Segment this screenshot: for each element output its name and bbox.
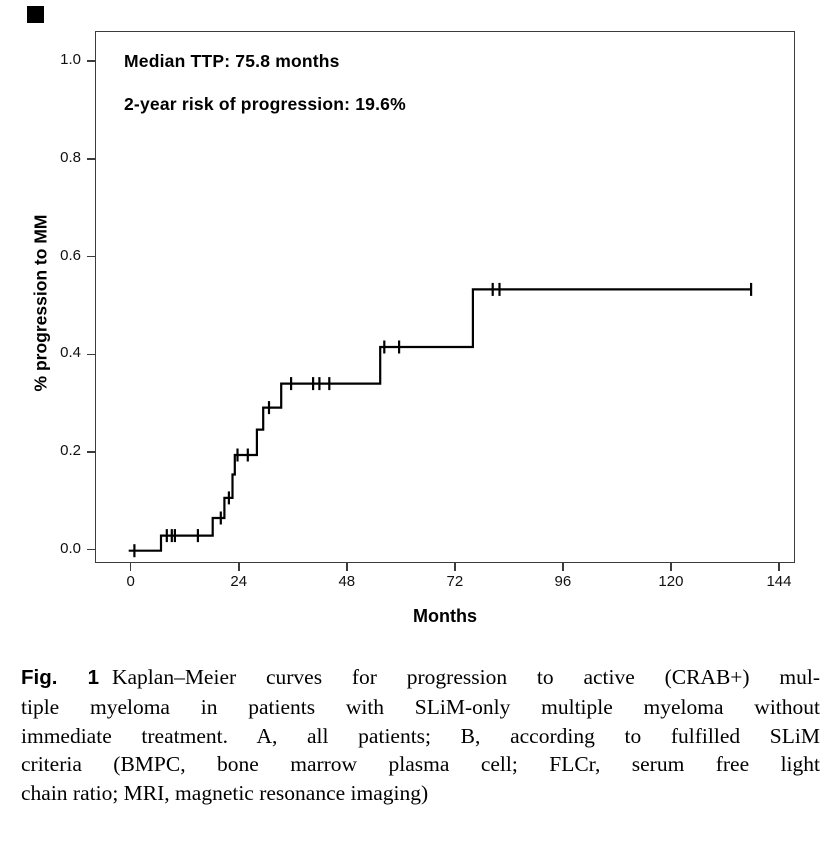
y-tick-label: 0.4 [60,344,81,362]
y-axis-title: % progression to MM [30,214,51,392]
y-tick-label: 1.0 [60,51,81,69]
caption-line: tiple myeloma in patients with SLiM-only… [21,694,820,719]
y-tick-label: 0.6 [60,246,81,264]
x-tick-mark [129,563,132,571]
figure-label: Fig. 1 [21,666,99,689]
x-tick-mark [670,563,672,571]
y-tick-label: 0.2 [60,442,81,459]
x-tick-label: 0 [126,573,135,590]
x-tick-label: 96 [554,573,572,590]
y-tick-mark [87,255,95,258]
figure-caption: Fig. 1 Kaplan–Meier curves for progressio… [21,663,820,808]
y-tick-mark [87,60,95,62]
plot-frame: Median TTP: 75.8 months 2-year risk of p… [95,31,795,563]
caption-line: immediate treatment. A, all patients; B,… [21,723,820,748]
y-tick-mark [87,353,95,356]
y-tick-label: 0.0 [60,539,81,557]
x-tick-mark [237,563,240,571]
y-tick-mark [87,158,95,160]
x-tick-mark [562,563,564,571]
panel-marker [27,6,44,23]
two-year-risk-annotation: 2-year risk of progression: 19.6% [124,94,406,114]
x-tick-label: 24 [230,573,248,590]
x-tick-label: 72 [446,573,464,590]
x-axis-title: Months [413,606,477,626]
km-curve-svg [128,282,753,558]
x-tick-label: 48 [338,573,356,590]
x-tick-mark [778,563,780,571]
x-tick-label: 120 [658,573,684,590]
x-tick-label: 144 [766,573,792,590]
y-tick-mark [87,548,95,551]
caption-line: chain ratio; MRI, magnetic resonance ima… [21,781,429,806]
y-tick-label: 0.8 [60,148,81,166]
caption-line: criteria (BMPC, bone marrow plasma cell;… [21,752,820,777]
y-tick-mark [87,451,95,453]
caption-text: Kaplan–Meier curves for progression to a… [111,665,820,689]
x-tick-mark [454,563,456,571]
caption-line: Fig. 1 Kaplan–Meier curves for progressio… [21,663,820,693]
x-tick-mark [345,563,348,571]
median-ttp-annotation: Median TTP: 75.8 months [124,51,340,71]
survival-step-curve [128,288,752,552]
